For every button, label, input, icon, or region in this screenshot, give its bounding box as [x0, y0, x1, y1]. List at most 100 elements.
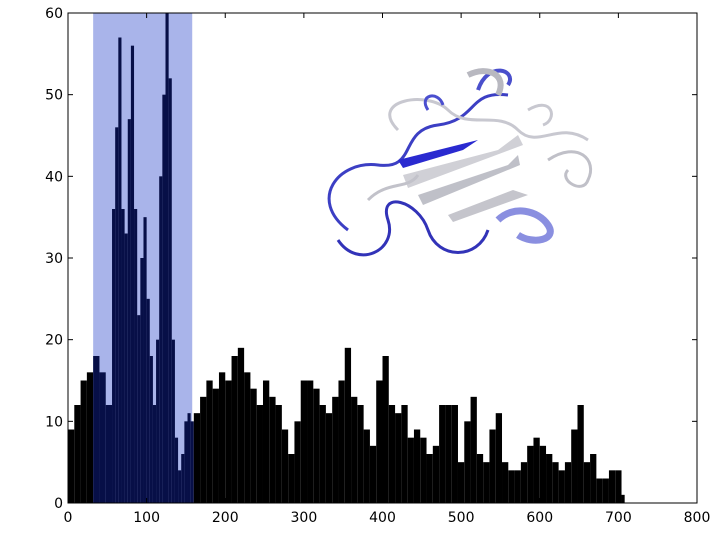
x-tick-label: 500	[448, 510, 475, 526]
bar	[200, 396, 207, 503]
bar	[571, 429, 578, 503]
x-tick-label: 0	[64, 510, 73, 526]
y-tick-label: 0	[54, 496, 63, 512]
bar	[218, 372, 226, 503]
bar	[262, 380, 270, 503]
bar	[256, 405, 263, 503]
bar	[231, 356, 238, 503]
bar	[401, 405, 408, 503]
y-tick-label: 40	[45, 169, 63, 185]
bar	[476, 454, 484, 503]
bar	[376, 380, 383, 503]
bar	[413, 429, 421, 503]
bar	[130, 45, 135, 504]
bar	[363, 429, 370, 503]
bar	[68, 429, 75, 503]
bar	[395, 413, 402, 503]
bar	[118, 37, 122, 503]
bar	[187, 413, 191, 503]
bar	[80, 380, 87, 503]
bar	[608, 470, 616, 503]
bar	[244, 372, 251, 503]
bar	[156, 339, 160, 503]
bar	[332, 396, 339, 503]
bar-group	[68, 13, 625, 504]
y-tick-label: 60	[45, 6, 63, 22]
x-tick-label: 300	[291, 510, 318, 526]
bar	[527, 445, 534, 503]
bar	[577, 405, 584, 503]
bar	[539, 445, 547, 503]
bar	[615, 470, 622, 503]
bar	[564, 462, 572, 503]
bar	[225, 380, 232, 503]
bar	[590, 454, 597, 503]
bar	[93, 356, 100, 503]
bar	[552, 462, 559, 503]
bar	[250, 388, 257, 503]
x-tick-label: 100	[133, 510, 160, 526]
bar	[181, 454, 185, 503]
bar	[124, 233, 128, 503]
bar	[121, 209, 125, 503]
x-tick-label: 400	[369, 510, 396, 526]
x-tick-label: 600	[526, 510, 553, 526]
bar	[388, 405, 396, 503]
bar	[281, 429, 289, 503]
bar	[489, 429, 496, 503]
bar	[583, 462, 591, 503]
bar	[514, 470, 521, 503]
bar	[294, 421, 301, 503]
bar	[483, 462, 490, 503]
bar	[432, 445, 440, 503]
bar	[134, 209, 138, 503]
bar	[325, 413, 333, 503]
bar	[127, 119, 131, 504]
x-tick-label: 200	[212, 510, 239, 526]
bar	[426, 454, 433, 503]
y-tick-label: 20	[45, 333, 63, 349]
bar	[533, 437, 540, 503]
bar	[451, 405, 458, 503]
bar	[105, 405, 113, 503]
bar	[99, 372, 106, 503]
bar	[159, 176, 163, 504]
x-tick-label: 800	[684, 510, 711, 526]
axes: 0 100 200 300 400 500 600 700 800 0 10 20 30 40 50 60	[45, 6, 710, 526]
protein-ribbon-structure	[327, 68, 593, 257]
bar	[137, 315, 141, 503]
bar	[190, 421, 194, 503]
bar	[520, 462, 528, 503]
bar	[275, 405, 282, 503]
bar	[407, 437, 414, 503]
y-tick-label: 10	[45, 414, 63, 430]
bar	[174, 437, 179, 503]
bar	[357, 405, 364, 503]
bar	[288, 454, 295, 503]
bar	[143, 217, 147, 503]
bar	[237, 347, 245, 503]
bar	[165, 13, 169, 503]
bar	[596, 478, 603, 503]
bar	[445, 405, 452, 503]
bar	[470, 396, 477, 503]
bar	[558, 470, 565, 503]
bar	[351, 396, 358, 503]
bar	[344, 347, 352, 503]
bar	[86, 372, 94, 503]
bar	[300, 380, 308, 503]
bar	[502, 462, 509, 503]
bar	[457, 462, 465, 503]
bar	[338, 380, 345, 503]
bar	[420, 437, 427, 503]
bar	[319, 405, 326, 503]
bar	[115, 127, 119, 503]
bar	[74, 405, 81, 503]
bar	[146, 298, 150, 503]
bar	[162, 94, 166, 504]
bar	[112, 209, 116, 503]
bar	[313, 388, 320, 503]
bar	[152, 405, 157, 503]
bar	[184, 421, 188, 503]
